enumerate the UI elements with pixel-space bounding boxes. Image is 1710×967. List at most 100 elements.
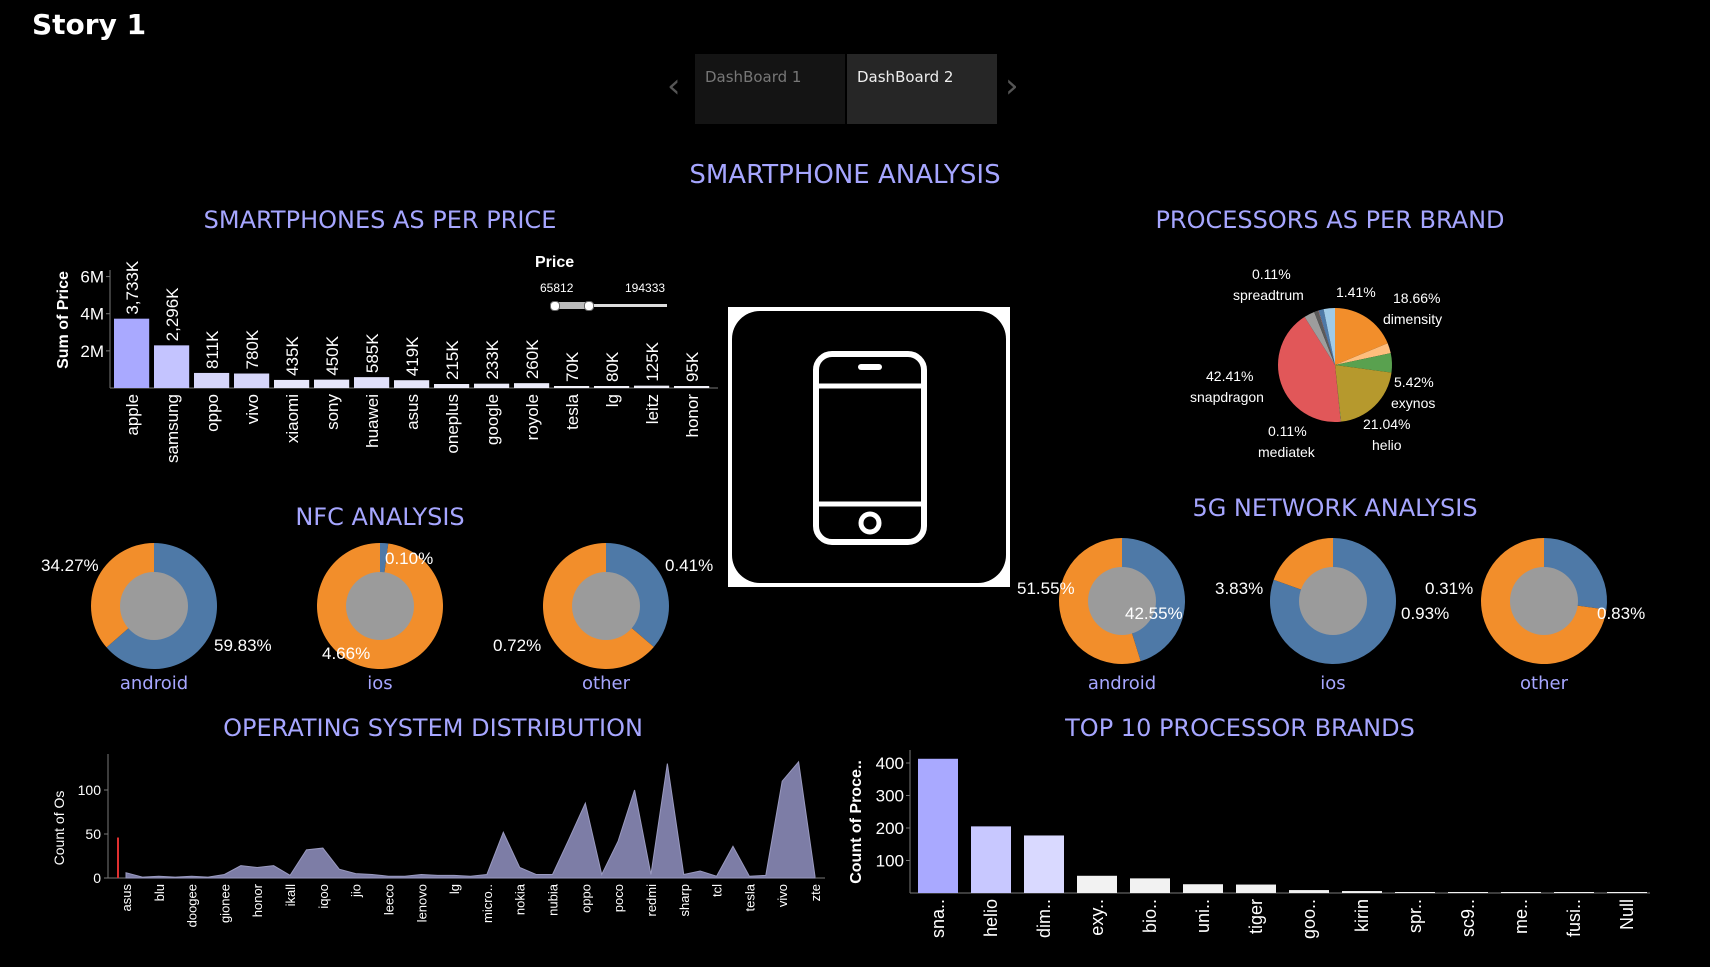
nfc-ios-blue-pct: 0.10% xyxy=(385,549,434,568)
price-bar[interactable] xyxy=(434,384,470,388)
top10-bar[interactable] xyxy=(1236,884,1276,893)
price-bar-label: 260K xyxy=(523,339,542,379)
top10-bar[interactable] xyxy=(1448,892,1488,893)
top10-bar[interactable] xyxy=(1607,892,1647,893)
price-bar[interactable] xyxy=(594,386,630,388)
chevron-left-icon[interactable]: ‹ xyxy=(667,66,681,106)
price-slider-min-handle[interactable] xyxy=(550,301,560,311)
price-bar[interactable] xyxy=(634,385,670,388)
donut-hole xyxy=(346,572,414,640)
pie-label-exynos-name: exynos xyxy=(1391,395,1436,411)
nfc-other-orange-pct: 0.72% xyxy=(493,636,542,655)
price-y-tick-label: 2M xyxy=(80,342,104,361)
price-x-label: xiaomi xyxy=(283,394,302,443)
pie-label-mediatek-name: mediatek xyxy=(1258,444,1315,460)
processor-chart-title: PROCESSORS AS PER BRAND xyxy=(1155,206,1505,234)
pie-label-mediatek-pct: 0.11% xyxy=(1268,423,1307,439)
top10-bar[interactable] xyxy=(1077,875,1117,893)
price-bar[interactable] xyxy=(674,386,710,388)
top10-bar[interactable] xyxy=(1183,884,1223,893)
top10-x-label: bio.. xyxy=(1140,899,1160,933)
pie-label-helio-name: helio xyxy=(1372,437,1402,453)
top10-bar[interactable] xyxy=(1501,892,1541,893)
top10-bar[interactable] xyxy=(1130,878,1170,893)
processor-pie-slice[interactable] xyxy=(1314,310,1335,365)
price-bar[interactable] xyxy=(114,318,150,388)
price-bar-label: 419K xyxy=(403,336,422,376)
fiveg-android-blue-pct: 42.55% xyxy=(1125,604,1183,623)
os-y-tick-label: 0 xyxy=(93,870,101,886)
price-bar[interactable] xyxy=(234,373,270,388)
tab-dashboard-1[interactable]: DashBoard 1 xyxy=(695,54,845,124)
top10-bar[interactable] xyxy=(1024,835,1064,893)
top10-bar[interactable] xyxy=(1554,892,1594,893)
nfc-donut-charts xyxy=(91,543,669,669)
price-x-label: oneplus xyxy=(443,394,462,454)
price-bar-label: 811K xyxy=(203,330,222,369)
price-x-label: royole xyxy=(523,394,542,440)
top10-x-label: me.. xyxy=(1511,899,1531,934)
price-x-label: google xyxy=(483,394,502,445)
price-bar[interactable] xyxy=(154,345,190,388)
price-bar-label: 585K xyxy=(363,333,382,373)
price-bar[interactable] xyxy=(314,379,350,388)
processor-pie-slice[interactable] xyxy=(1335,353,1392,373)
price-bar-label: 80K xyxy=(603,351,622,382)
processor-pie-slice[interactable] xyxy=(1323,308,1335,365)
os-x-label: blu xyxy=(152,884,167,901)
fiveg-ios-blue-pct: 3.83% xyxy=(1215,579,1264,598)
processor-pie-slice[interactable] xyxy=(1304,311,1335,365)
price-x-label: sony xyxy=(323,394,342,430)
tab-dashboard-2[interactable]: DashBoard 2 xyxy=(847,54,997,124)
price-bar-label: 450K xyxy=(323,335,342,375)
price-slider-max-handle[interactable] xyxy=(584,301,594,311)
price-bar[interactable] xyxy=(474,383,510,388)
price-bar[interactable] xyxy=(354,377,390,388)
processor-pie-slice[interactable] xyxy=(1335,308,1388,365)
processor-pie-slice[interactable] xyxy=(1335,343,1391,365)
os-x-label: gionee xyxy=(217,884,232,923)
top10-bar[interactable] xyxy=(971,826,1011,893)
processor-pie-slice[interactable] xyxy=(1318,309,1335,365)
top10-bar[interactable] xyxy=(1342,891,1382,893)
price-filter-label: Price xyxy=(535,254,575,271)
nfc-ios-label: ios xyxy=(367,673,393,694)
price-bar-label: 95K xyxy=(683,351,702,382)
price-bar[interactable] xyxy=(514,383,550,388)
top10-bar[interactable] xyxy=(1395,892,1435,893)
price-filter-min: 65812 xyxy=(540,281,574,295)
smartphone-icon xyxy=(813,351,927,545)
top10-bar[interactable] xyxy=(918,758,958,893)
processor-pie-slice[interactable] xyxy=(1278,316,1341,422)
fiveg-donut-charts xyxy=(1059,538,1607,664)
price-bar[interactable] xyxy=(394,380,430,388)
fiveg-ios-label: ios xyxy=(1320,673,1346,694)
processor-pie-chart xyxy=(1278,308,1392,422)
top10-y-axis-label: Count of Proce.. xyxy=(848,760,865,884)
processor-pie-slice[interactable] xyxy=(1335,365,1342,422)
os-y-tick-label: 50 xyxy=(85,826,101,842)
chevron-right-icon[interactable]: › xyxy=(1005,66,1019,106)
price-x-label: apple xyxy=(123,394,142,436)
price-filter-max: 194333 xyxy=(625,281,666,295)
fiveg-other-orange-pct: 0.83% xyxy=(1597,604,1646,623)
os-area-series[interactable] xyxy=(125,760,816,879)
price-bar-label: 780K xyxy=(243,329,262,369)
price-bar[interactable] xyxy=(274,379,310,388)
top10-x-label: sna.. xyxy=(928,899,948,938)
processor-pie-slice[interactable] xyxy=(1318,310,1335,365)
price-slider-track[interactable] xyxy=(550,304,667,307)
price-x-label: tesla xyxy=(563,393,582,429)
nfc-ios-orange-pct: 4.66% xyxy=(322,644,371,663)
price-x-label: asus xyxy=(403,394,422,430)
nfc-android-label: android xyxy=(119,673,189,694)
price-bar[interactable] xyxy=(194,372,230,388)
processor-pie-slice[interactable] xyxy=(1335,365,1392,422)
nfc-other-label: other xyxy=(582,673,630,694)
price-bar-label: 233K xyxy=(483,339,502,379)
os-x-label: lenovo xyxy=(414,884,429,922)
price-bar[interactable] xyxy=(554,386,590,388)
top10-x-label: tiger xyxy=(1246,899,1266,934)
top10-bar[interactable] xyxy=(1289,890,1329,893)
donut-hole xyxy=(1088,567,1156,635)
